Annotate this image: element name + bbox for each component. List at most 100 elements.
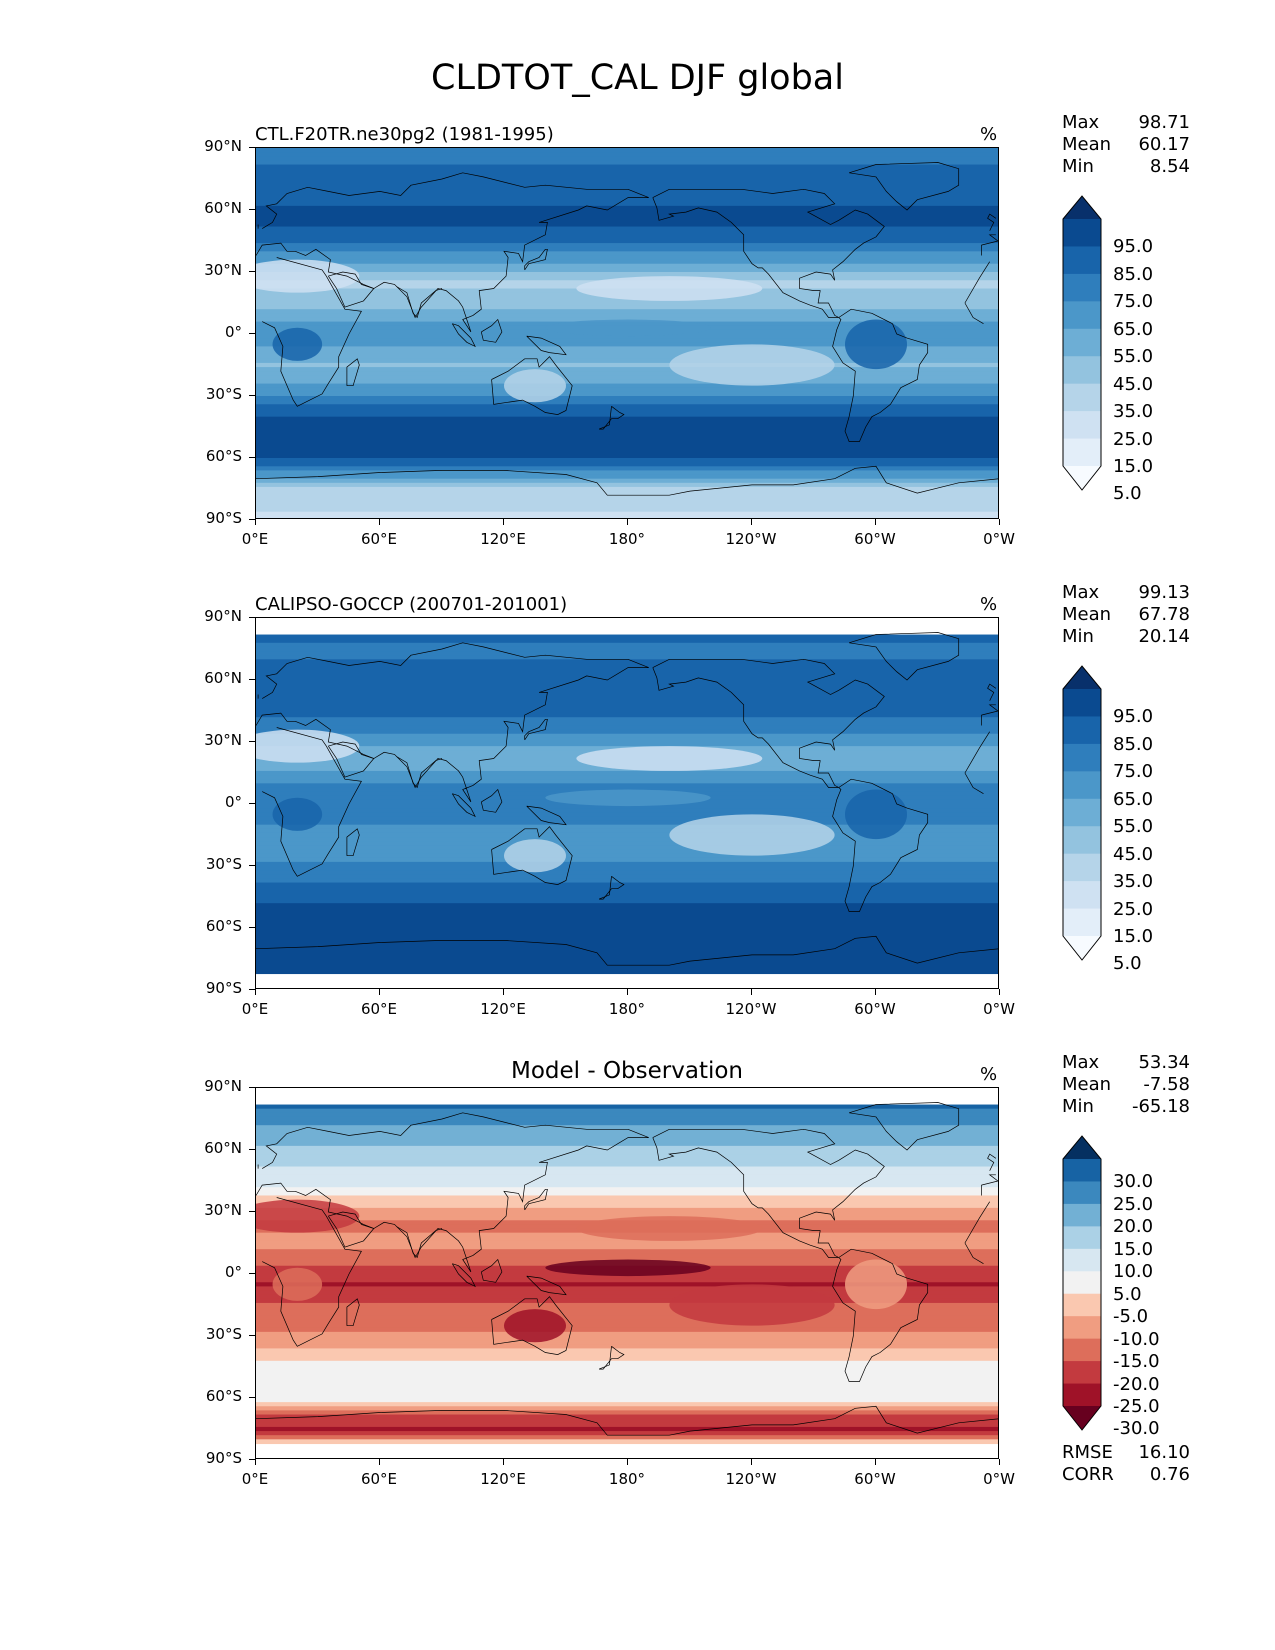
x-tick-mark <box>255 989 256 995</box>
colorbar-tick-label: 35.0 <box>1113 871 1154 893</box>
field-band <box>256 634 998 640</box>
field-feature <box>669 1284 835 1326</box>
coastline-uk <box>257 683 997 701</box>
coastline-japan <box>524 1188 548 1211</box>
stat-row: Max 98.71 <box>1062 112 1190 134</box>
colorbar-segment <box>1063 196 1101 219</box>
colorbar-tick-label: 95.0 <box>1113 236 1154 258</box>
field-band <box>256 350 998 356</box>
field-band <box>256 218 998 223</box>
coastline-newguinea <box>526 1275 567 1296</box>
field-band <box>256 396 998 401</box>
field-band <box>256 1315 998 1321</box>
field-band <box>256 255 998 261</box>
colorbar-tick-label: 65.0 <box>1113 788 1154 810</box>
y-tick-mark <box>249 741 255 742</box>
colorbar-segment <box>1063 743 1101 772</box>
field-band <box>256 334 998 339</box>
field-band <box>256 449 998 455</box>
field-band <box>256 845 998 851</box>
coastline-antarctica <box>256 935 998 966</box>
field-band <box>256 445 998 451</box>
field-band <box>256 429 998 434</box>
field-band <box>256 1245 998 1250</box>
field-band <box>256 1422 998 1428</box>
field-band <box>256 379 998 385</box>
field-band <box>256 205 998 211</box>
metric-row: CORR 0.76 <box>1062 1464 1190 1486</box>
x-tick-mark <box>627 519 628 525</box>
colorbar <box>1062 1135 1102 1431</box>
colorbar-tick-label: 15.0 <box>1113 1238 1154 1260</box>
field-band <box>256 1145 998 1151</box>
field-band <box>256 969 998 975</box>
x-tick-label: 0°E <box>241 530 269 548</box>
colorbar-tick-label: 30.0 <box>1113 1171 1154 1193</box>
y-tick-label: 60°N <box>204 669 242 687</box>
field-band <box>256 779 998 784</box>
coastline-greenland <box>848 632 960 681</box>
x-tick-mark <box>255 519 256 525</box>
field-band <box>256 412 998 418</box>
coastline-madagascar <box>346 358 360 387</box>
x-tick-mark <box>751 1459 752 1465</box>
colorbar-tick-label: 25.0 <box>1113 898 1154 920</box>
field-band <box>256 515 998 518</box>
field-band <box>256 866 998 871</box>
field-band <box>256 272 998 277</box>
field-band <box>256 404 998 409</box>
y-tick-label: 30°S <box>205 1325 242 1343</box>
field-band <box>256 214 998 219</box>
colorbar-tick-label: 15.0 <box>1113 456 1154 477</box>
coastline-madagascar <box>346 828 360 857</box>
field-band <box>256 243 998 248</box>
colorbar-segment <box>1063 383 1101 412</box>
field-band <box>256 721 998 727</box>
y-tick-label: 90°S <box>205 509 242 527</box>
field-band <box>256 1410 998 1416</box>
y-tick-mark <box>249 865 255 866</box>
field-band <box>256 210 998 215</box>
field-band <box>256 172 998 178</box>
field-band <box>256 1162 998 1168</box>
field-band <box>256 1389 998 1395</box>
y-tick-mark <box>249 209 255 210</box>
field-band <box>256 1121 998 1126</box>
field-band <box>256 700 998 706</box>
units-label: % <box>980 1064 998 1085</box>
coastline-newguinea <box>526 335 567 356</box>
y-tick-mark <box>249 1273 255 1274</box>
field-feature <box>272 1267 323 1301</box>
x-tick-label: 120°W <box>725 1470 777 1488</box>
stat-label: Mean <box>1062 1074 1112 1095</box>
x-tick-mark <box>379 1459 380 1465</box>
field-band <box>256 346 998 352</box>
stat-value: -7.58 <box>1143 1074 1190 1095</box>
field-band <box>256 1183 998 1188</box>
field-band <box>256 663 998 669</box>
field-band <box>256 1278 998 1283</box>
field-band <box>256 725 998 731</box>
field-band <box>256 696 998 702</box>
field-band <box>256 1364 998 1370</box>
field-band <box>256 193 998 199</box>
colorbar-tick-label: 45.0 <box>1113 373 1154 395</box>
coastline-samerica <box>832 1248 929 1382</box>
field-feature <box>845 1259 907 1310</box>
stat-row: Mean 67.78 <box>1062 604 1190 626</box>
field-band <box>256 1302 998 1308</box>
field-band <box>256 651 998 656</box>
field-band <box>256 1154 998 1159</box>
field-band <box>256 309 998 314</box>
field-band <box>256 1199 998 1205</box>
coastline-samerica <box>832 308 929 442</box>
colorbar-tick-label: 75.0 <box>1113 761 1154 783</box>
coastline-samerica <box>832 778 929 912</box>
field-band <box>256 342 998 347</box>
field-feature <box>545 319 711 337</box>
metric-value: 0.76 <box>1149 1464 1190 1485</box>
colorbar-tick-label: 85.0 <box>1113 733 1154 755</box>
field-band <box>256 713 998 718</box>
field-band <box>256 820 998 826</box>
colorbar-segment <box>1063 1361 1101 1384</box>
